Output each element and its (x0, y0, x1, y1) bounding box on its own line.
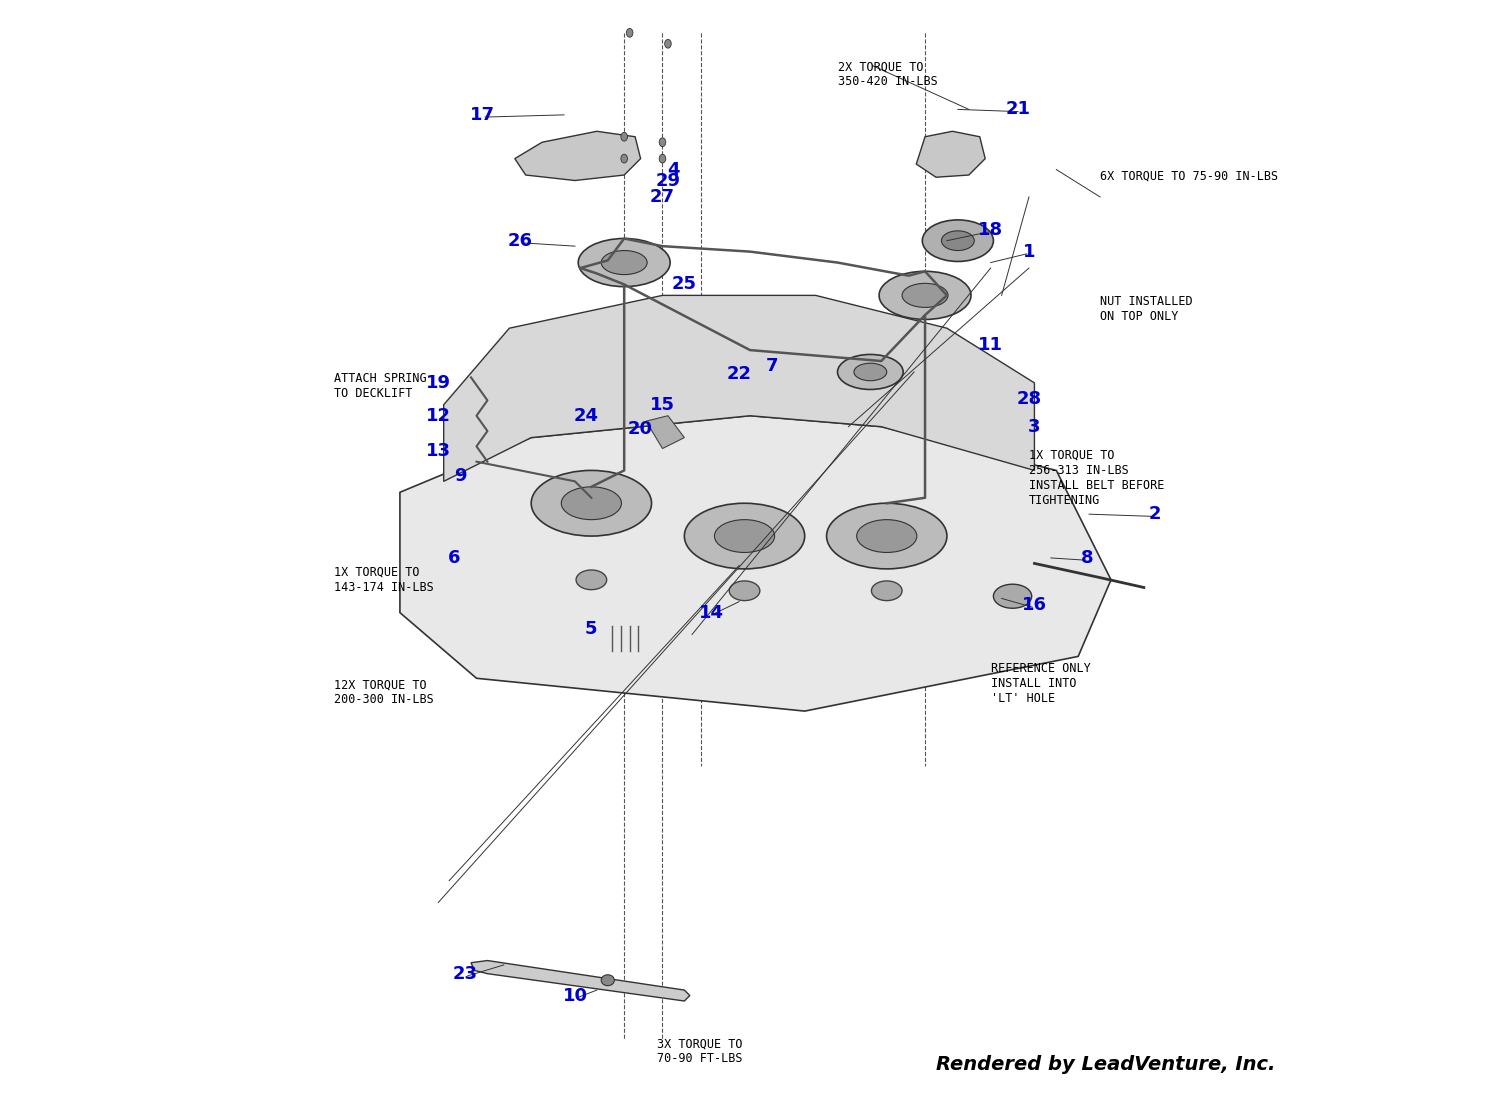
Ellipse shape (993, 584, 1032, 608)
Ellipse shape (922, 220, 993, 261)
Polygon shape (471, 961, 690, 1001)
Ellipse shape (856, 520, 916, 552)
Text: 14: 14 (699, 604, 724, 621)
Text: 1X TORQUE TO
143-174 IN-LBS: 1X TORQUE TO 143-174 IN-LBS (334, 566, 433, 594)
Ellipse shape (714, 520, 774, 552)
Text: 20: 20 (628, 420, 652, 438)
Text: 21: 21 (1005, 101, 1031, 118)
Text: 28: 28 (1017, 391, 1041, 408)
Ellipse shape (531, 470, 651, 536)
Polygon shape (444, 295, 1035, 481)
Ellipse shape (684, 503, 804, 569)
Polygon shape (514, 131, 640, 181)
Text: 13: 13 (426, 442, 450, 459)
Text: 3: 3 (1028, 418, 1041, 435)
Text: 9: 9 (454, 467, 466, 485)
Ellipse shape (729, 581, 760, 601)
Text: 23: 23 (453, 965, 478, 982)
Text: 3X TORQUE TO
70-90 FT-LBS: 3X TORQUE TO 70-90 FT-LBS (657, 1037, 742, 1066)
Polygon shape (400, 416, 1112, 711)
Text: 29: 29 (656, 172, 681, 189)
Text: 19: 19 (426, 374, 450, 392)
Ellipse shape (871, 581, 901, 601)
Text: 11: 11 (978, 336, 1004, 353)
Text: 2: 2 (1149, 505, 1161, 523)
Ellipse shape (879, 271, 971, 319)
Text: 16: 16 (1022, 596, 1047, 614)
Text: 15: 15 (650, 396, 675, 414)
Text: NUT INSTALLED
ON TOP ONLY: NUT INSTALLED ON TOP ONLY (1100, 295, 1192, 324)
Ellipse shape (602, 975, 615, 986)
Text: 27: 27 (650, 188, 675, 206)
Ellipse shape (627, 28, 633, 37)
Ellipse shape (561, 487, 621, 520)
Text: 12: 12 (426, 407, 450, 424)
Ellipse shape (837, 354, 903, 389)
Ellipse shape (942, 231, 975, 251)
Text: 1: 1 (1023, 243, 1035, 260)
Ellipse shape (853, 363, 886, 381)
Text: 17: 17 (470, 106, 495, 124)
Ellipse shape (658, 138, 666, 147)
Ellipse shape (902, 283, 948, 307)
Text: ATTACH SPRING
TO DECKLIFT: ATTACH SPRING TO DECKLIFT (334, 372, 427, 400)
Text: Rendered by LeadVenture, Inc.: Rendered by LeadVenture, Inc. (936, 1056, 1275, 1074)
Text: 24: 24 (573, 407, 598, 424)
Polygon shape (916, 131, 986, 177)
Text: 22: 22 (726, 365, 752, 383)
Polygon shape (646, 416, 684, 449)
Text: 2X TORQUE TO
350-420 IN-LBS: 2X TORQUE TO 350-420 IN-LBS (837, 60, 938, 89)
Ellipse shape (621, 132, 627, 141)
Ellipse shape (621, 154, 627, 163)
Ellipse shape (602, 251, 646, 275)
Ellipse shape (576, 570, 606, 590)
Text: 6: 6 (448, 549, 460, 567)
Text: 25: 25 (672, 276, 698, 293)
Ellipse shape (827, 503, 946, 569)
Text: 1X TORQUE TO
256-313 IN-LBS
INSTALL BELT BEFORE
TIGHTENING: 1X TORQUE TO 256-313 IN-LBS INSTALL BELT… (1029, 449, 1164, 507)
Text: 5: 5 (585, 620, 597, 638)
Text: 4: 4 (668, 161, 680, 178)
Ellipse shape (658, 154, 666, 163)
Text: 18: 18 (978, 221, 1004, 238)
Ellipse shape (664, 39, 670, 48)
Text: 6X TORQUE TO 75-90 IN-LBS: 6X TORQUE TO 75-90 IN-LBS (1100, 170, 1278, 183)
Text: 26: 26 (509, 232, 532, 249)
Text: 7: 7 (765, 358, 778, 375)
Text: 10: 10 (562, 987, 588, 1004)
Text: 8: 8 (1080, 549, 1094, 567)
Text: REFERENCE ONLY
INSTALL INTO
'LT' HOLE: REFERENCE ONLY INSTALL INTO 'LT' HOLE (990, 662, 1090, 705)
Text: 12X TORQUE TO
200-300 IN-LBS: 12X TORQUE TO 200-300 IN-LBS (334, 678, 433, 707)
Ellipse shape (578, 238, 670, 287)
FancyBboxPatch shape (202, 0, 1298, 1094)
